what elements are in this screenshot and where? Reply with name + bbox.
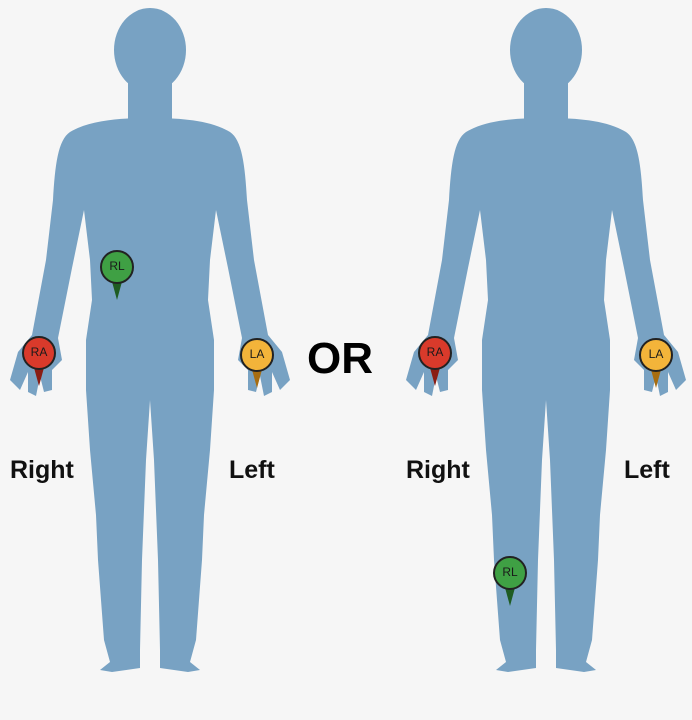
body-figure-rl-abdomen: RA LA RL Right Left xyxy=(0,0,320,720)
right-side-label: Right xyxy=(406,456,470,484)
left-side-label: Left xyxy=(229,456,275,484)
rl-electrode-label: RL xyxy=(502,565,518,579)
right-side-label: Right xyxy=(10,456,74,484)
rl-electrode: RL xyxy=(97,250,137,308)
ra-electrode: RA xyxy=(415,336,455,394)
la-electrode-label: LA xyxy=(648,347,664,361)
body-figure-rl-leg: RA LA RL Right Left xyxy=(396,0,692,720)
body-silhouette xyxy=(406,8,686,672)
left-side-label: Left xyxy=(624,456,670,484)
rl-electrode: RL xyxy=(490,556,530,614)
ra-electrode-label: RA xyxy=(30,345,48,359)
la-electrode: LA xyxy=(636,338,676,396)
la-electrode: LA xyxy=(237,338,277,396)
rl-electrode-label: RL xyxy=(109,259,125,273)
body-silhouette xyxy=(10,8,290,672)
ra-electrode: RA xyxy=(19,336,59,394)
ra-electrode-label: RA xyxy=(426,345,444,359)
or-label: OR xyxy=(307,334,373,383)
la-electrode-label: LA xyxy=(249,347,265,361)
